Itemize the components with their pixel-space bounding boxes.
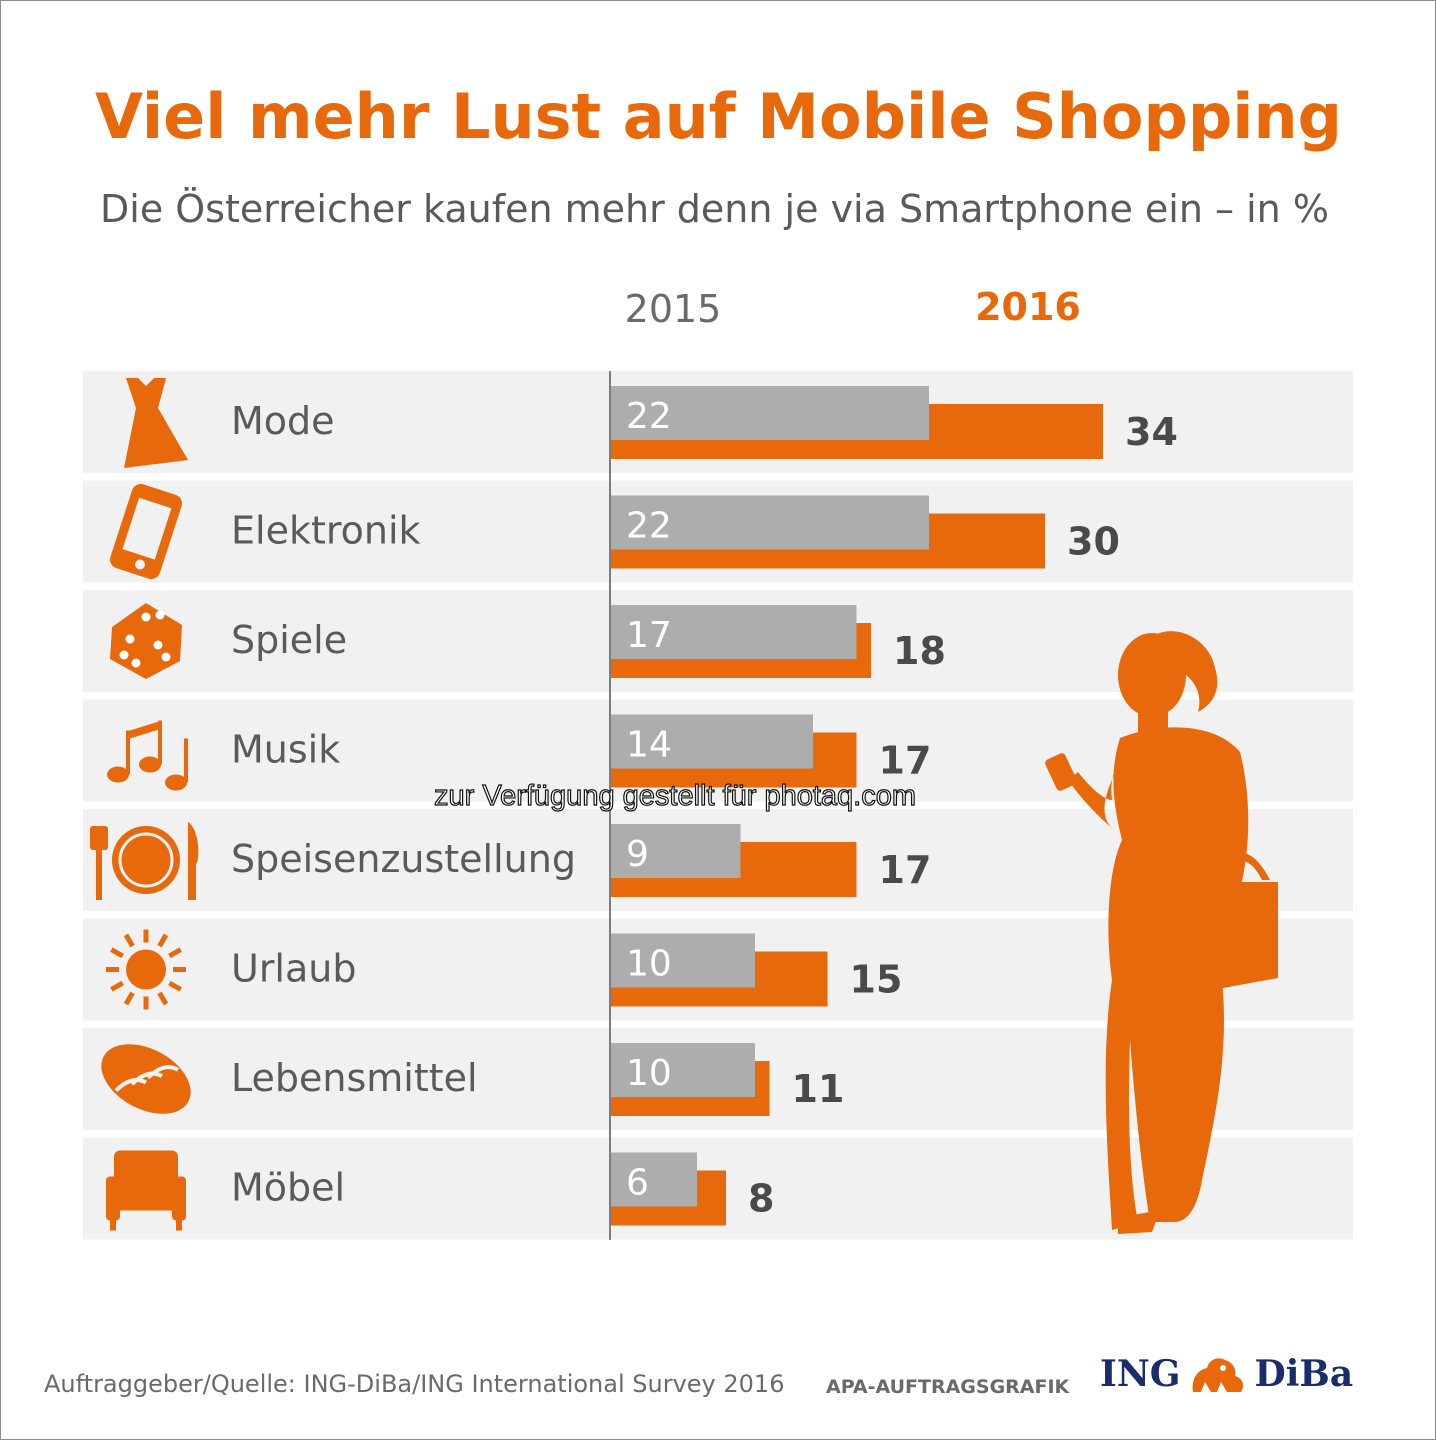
value-label-2016: 8: [748, 1177, 774, 1221]
category-label: Elektronik: [231, 509, 421, 553]
value-label-2016: 17: [879, 848, 932, 892]
music-notes-icon: [107, 720, 188, 791]
bar-2015: [610, 824, 741, 878]
bread-icon: [101, 1044, 191, 1114]
category-label: Lebensmittel: [231, 1056, 478, 1100]
sun-icon: [106, 929, 186, 1010]
bar-2015: [610, 1152, 697, 1207]
category-label: Mode: [231, 399, 335, 443]
category-label: Urlaub: [231, 947, 357, 991]
cutlery-plate-icon: [90, 822, 199, 900]
ing-diba-logo: ING DiBa: [1100, 1352, 1353, 1396]
value-label-2015: 6: [626, 1163, 649, 1204]
chart-title: Viel mehr Lust auf Mobile Shopping: [95, 80, 1342, 153]
value-label-2016: 30: [1067, 520, 1120, 564]
lion-icon: [1192, 1358, 1243, 1392]
chart-rows: Mode 22 34 Elektronik 22 30 Spiele 17 18 Musik 14 1…: [83, 371, 1353, 1240]
smartphone-icon: [110, 483, 182, 580]
value-label-2015: 14: [626, 725, 672, 766]
value-label-2016: 34: [1125, 410, 1178, 454]
value-label-2016: 15: [850, 958, 903, 1002]
value-label-2015: 22: [626, 506, 672, 547]
value-label-2015: 10: [626, 1053, 672, 1094]
value-label-2016: 18: [893, 629, 946, 673]
value-label-2015: 17: [626, 615, 672, 656]
bar-2015: [610, 714, 813, 769]
armchair-icon: [106, 1150, 186, 1231]
chart-row: Elektronik 22 30: [83, 480, 1353, 583]
dress-icon: [124, 378, 188, 468]
value-label-2016: 17: [879, 739, 932, 783]
value-label-2015: 22: [626, 396, 672, 437]
logo-text-diba: DiBa: [1254, 1353, 1354, 1395]
value-label-2015: 9: [626, 834, 649, 875]
bar-2015: [610, 495, 929, 550]
value-label-2016: 11: [792, 1067, 845, 1111]
watermark-text: zur Verfügung gestellt für photaq.com: [433, 779, 917, 812]
category-label: Möbel: [231, 1166, 345, 1210]
chart-subtitle: Die Österreicher kaufen mehr denn je via…: [100, 187, 1329, 231]
category-label: Musik: [231, 728, 340, 772]
legend-2016: 2016: [975, 285, 1081, 329]
bar-2015: [610, 605, 857, 659]
chart-row: Mode 22 34: [83, 371, 1353, 473]
logo-text-ing: ING: [1100, 1353, 1181, 1395]
category-label: Spiele: [231, 618, 347, 662]
woman-silhouette: [1045, 631, 1278, 1234]
dice-icon: [110, 603, 182, 679]
value-label-2015: 10: [626, 944, 672, 985]
category-label: Speisenzustellung: [231, 837, 576, 881]
bar-2015: [610, 1043, 755, 1097]
bar-2015: [610, 386, 929, 440]
legend-2015: 2015: [625, 287, 722, 331]
bar-2015: [610, 933, 755, 988]
